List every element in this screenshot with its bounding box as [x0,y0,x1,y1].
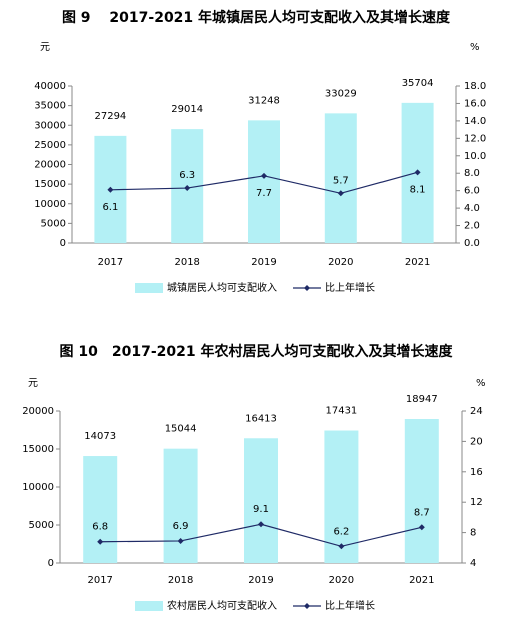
y2-tick-label: 10.0 [464,151,486,162]
legend-label: 城镇居民人均可支配收入 [167,281,277,294]
x-tick-label: 2021 [409,575,434,586]
y2-tick-label: 4 [470,558,476,569]
x-tick-label: 2017 [87,575,112,586]
bar [404,419,439,563]
line-marker [177,537,184,544]
x-tick-label: 2018 [174,257,199,268]
y2-tick-label: 12 [470,497,483,508]
y2-axis-label: % [470,42,480,53]
bar-value-label: 14073 [84,431,116,442]
legend-swatch-marker [304,285,310,291]
x-tick-label: 2018 [168,575,193,586]
y2-tick-label: 6.0 [464,186,480,197]
y-tick-label: 40000 [34,81,66,92]
bar-value-label: 35704 [402,78,434,89]
line-marker [338,543,345,550]
line-marker [418,524,425,531]
bar [324,113,357,243]
legend-label: 比上年增长 [325,281,375,294]
y2-tick-label: 14.0 [464,116,486,127]
y-tick-label: 5000 [29,520,54,531]
y2-tick-label: 24 [470,406,483,417]
bar-value-label: 29014 [171,104,203,115]
y-axis-label: 元 [40,42,50,53]
line-value-label: 6.9 [173,521,189,532]
bar-value-label: 27294 [94,111,126,122]
bar-value-label: 16413 [245,413,277,424]
line-value-label: 6.1 [102,202,118,213]
y-tick-label: 0 [48,558,54,569]
line-marker [97,538,104,545]
bar-value-label: 15044 [165,424,197,435]
bar-value-label: 31248 [248,95,280,106]
y2-tick-label: 12.0 [464,133,486,144]
y-tick-label: 35000 [34,101,66,112]
line-value-label: 6.2 [333,526,349,537]
bar [248,120,280,243]
y-tick-label: 25000 [34,140,66,151]
line-value-label: 8.7 [414,507,430,518]
x-tick-label: 2021 [405,257,430,268]
chart-title: 图 9 2017-2021 年城镇居民人均可支配收入及其增长速度 [62,9,451,26]
line-marker [184,185,191,192]
line-value-label: 5.7 [333,175,349,186]
bar [163,448,198,563]
line-marker [337,190,344,197]
y-tick-label: 15000 [22,444,54,455]
legend-swatch [135,283,163,293]
y2-tick-label: 16 [470,467,483,478]
line-value-label: 9.1 [253,504,269,515]
bar-value-label: 17431 [325,406,357,417]
y2-tick-label: 8 [470,528,476,539]
bar [324,430,359,563]
y-tick-label: 0 [60,238,66,249]
y2-tick-label: 8.0 [464,168,480,179]
legend-label: 农村居民人均可支配收入 [167,599,277,612]
x-tick-label: 2020 [328,257,353,268]
y-tick-label: 20000 [22,406,54,417]
line-marker [258,521,264,528]
bar-value-label: 18947 [406,394,438,405]
y2-tick-label: 18.0 [464,81,486,92]
x-tick-label: 2020 [329,575,354,586]
y-tick-label: 30000 [34,120,66,131]
x-tick-label: 2017 [98,257,123,268]
bar [244,438,278,563]
line-marker [107,186,114,193]
x-tick-label: 2019 [251,257,276,268]
y-tick-label: 10000 [22,482,54,493]
y-axis-label: 元 [28,378,38,389]
y-tick-label: 15000 [34,179,66,190]
bar [83,456,118,563]
y-tick-label: 20000 [34,160,66,171]
y2-axis-label: % [476,378,486,389]
y2-tick-label: 20 [470,436,483,447]
line-value-label: 6.8 [92,522,108,533]
y2-tick-label: 0.0 [464,238,480,249]
legend-label: 比上年增长 [325,599,375,612]
legend-swatch [135,601,163,611]
bar-value-label: 33029 [325,88,357,99]
y-tick-label: 10000 [34,199,66,210]
line-value-label: 8.1 [410,184,426,195]
line-marker [414,169,421,176]
legend-swatch-marker [304,603,310,609]
chart-title: 图 10 2017-2021 年农村居民人均可支配收入及其增长速度 [60,343,454,360]
y2-tick-label: 4.0 [464,203,480,214]
y-tick-label: 5000 [41,218,66,229]
y2-tick-label: 2.0 [464,221,480,232]
line-value-label: 6.3 [179,170,195,181]
x-tick-label: 2019 [248,575,273,586]
line-marker [261,172,267,179]
line-value-label: 7.7 [256,188,272,199]
y2-tick-label: 16.0 [464,98,486,109]
